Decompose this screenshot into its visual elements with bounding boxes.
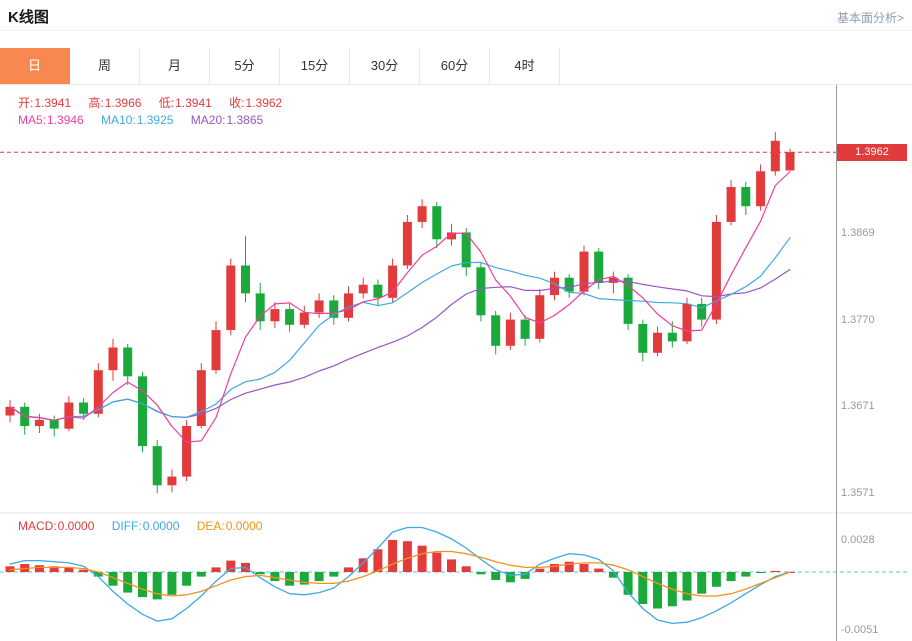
y-axis-label-3: 1.3671	[841, 399, 875, 412]
diff-value-readout: DIFF:0.0000	[111, 519, 180, 533]
tab-week[interactable]: 周	[70, 48, 140, 84]
low-readout: 低:1.3941	[158, 96, 212, 110]
tab-day[interactable]: 日	[0, 48, 70, 84]
high-readout: 高:1.3966	[88, 96, 142, 110]
macd-axis-label-1: 0.0028	[841, 534, 875, 547]
tab-4hour[interactable]: 4时	[490, 48, 560, 84]
fundamental-analysis-link[interactable]: 基本面分析>	[836, 11, 904, 25]
tab-5min[interactable]: 5分	[210, 48, 280, 84]
period-tabs: 日 周 月 5分 15分 30分 60分 4时	[0, 48, 912, 85]
y-axis-label-4: 1.3571	[841, 487, 875, 500]
tab-15min[interactable]: 15分	[280, 48, 350, 84]
ma5-readout: MA5:1.3946	[18, 113, 84, 127]
tab-month[interactable]: 月	[140, 48, 210, 84]
macd-readout: MACD:0.0000 DIFF:0.0000 DEA:0.0000	[18, 519, 276, 533]
y-axis-label-2: 1.3770	[841, 313, 875, 326]
dea-value-readout: DEA:0.0000	[196, 519, 263, 533]
open-readout: 开:1.3941	[18, 96, 72, 110]
page-title: K线图	[8, 9, 49, 26]
y-axis-label-1: 1.3869	[841, 227, 875, 240]
ma-readout: MA5:1.3946 MA10:1.3925 MA20:1.3865	[18, 113, 277, 127]
macd-axis-label-2: -0.0051	[841, 624, 879, 637]
current-price-badge: 1.3962	[837, 143, 907, 161]
header: K线图 基本面分析>	[0, 0, 912, 31]
close-readout: 收:1.3962	[229, 96, 283, 110]
tab-60min[interactable]: 60分	[420, 48, 490, 84]
tab-30min[interactable]: 30分	[350, 48, 420, 84]
ma10-readout: MA10:1.3925	[101, 113, 174, 127]
macd-value-readout: MACD:0.0000	[18, 519, 95, 533]
ohlc-readout: 开:1.3941 高:1.3966 低:1.3941 收:1.3962	[18, 94, 296, 111]
ma20-readout: MA20:1.3865	[190, 113, 264, 127]
